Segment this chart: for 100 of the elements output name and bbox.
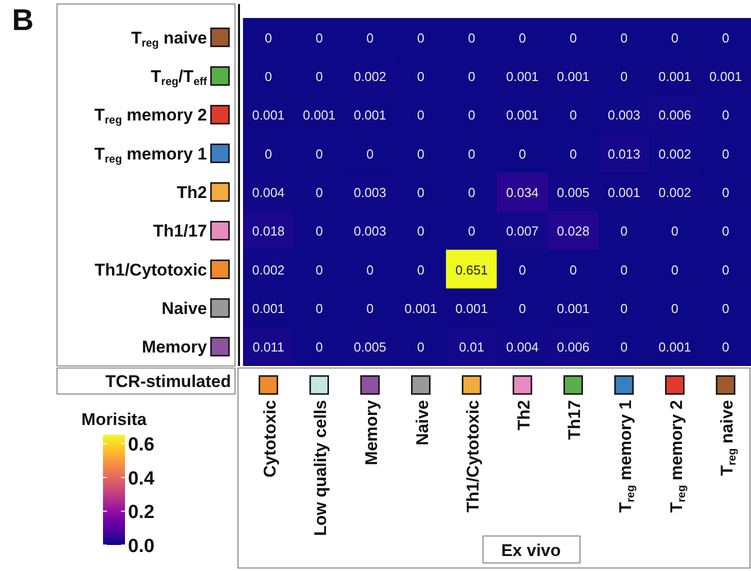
data-label: 0 [570,30,577,46]
data-label: 0 [722,340,730,355]
data-label: 0 [316,185,323,200]
data-label: 0.003 [354,185,386,200]
x-tick-label: Th1/Cytotoxic [464,400,483,512]
data-label: 0 [722,301,730,316]
color-bar-title: Morisita [81,410,148,429]
x-tick-label: Th17 [565,400,584,440]
data-label: 0 [417,146,424,162]
data-label: 0.002 [354,69,386,84]
data-label: 0 [518,301,526,316]
color-bar-label: 0.2 [128,502,154,524]
x-tick-label: Th2 [514,400,534,430]
data-label: 0.004 [252,185,285,200]
data-label: 0 [316,69,323,84]
data-label: 0 [722,185,730,200]
data-label: 0 [316,301,323,316]
data-label: 0 [620,301,628,316]
y-tick-label: T$_{reg}$ memory 1 [94,144,207,166]
y-axis-title: TCR-stimulated [105,372,231,391]
text: B [12,4,34,37]
data-label: 0 [570,262,577,278]
data-label: 0 [468,108,476,123]
data-label: 0 [620,340,628,355]
x-tick-label: Memory [362,399,381,466]
data-label: 0 [570,146,577,162]
data-label: 0 [620,224,628,239]
data-label: 0.028 [556,224,590,239]
data-label: 0 [722,262,730,278]
x-tick-label: Cytotoxic [260,400,280,478]
data-label: 0.006 [658,108,692,123]
y-tick-label: T$_{reg}$ naive [131,28,207,50]
data-label: 0 [417,262,424,278]
data-label: 0.007 [506,224,539,239]
data-label: 0 [366,262,374,278]
y-tick-label: Th1/17 [153,222,207,241]
y-tick-label: Naive [162,299,207,318]
data-label: 0 [366,301,374,316]
x-tick-label: Naive [412,400,432,446]
data-label: 0.001 [252,301,285,316]
data-label: 0 [417,30,424,46]
y-tick-label: Th2 [176,183,207,202]
data-label: 0 [518,262,526,278]
y-tick-label: T$_{reg}$ memory 2 [94,106,207,127]
data-label: 0 [620,30,628,46]
data-label: 0.003 [354,224,386,239]
data-label: 0.001 [252,108,285,123]
data-label: 0 [264,146,272,162]
data-label: 0.001 [455,301,488,316]
y-tick-label: Memory [142,338,208,357]
data-label: 0.011 [252,340,284,355]
color-bar-label: 0.0 [128,536,154,557]
data-label: 0.018 [252,224,285,239]
data-label: 0.034 [506,185,539,200]
data-label: 0.002 [658,185,692,200]
data-label: 0.001 [506,69,539,84]
data-label: 0 [722,30,730,46]
x-tick-label: Low quality cells [311,400,330,536]
data-label: 0.005 [354,340,386,355]
data-label: 0 [264,30,272,46]
data-label: 0 [671,224,678,239]
data-label: 0 [671,301,678,316]
data-label: 0 [722,224,730,239]
data-label: 0.006 [556,340,590,355]
color-bar-label: 0.6 [128,434,154,456]
data-label: 0 [518,146,526,162]
data-label: 0 [518,30,526,46]
data-label: 0 [671,262,678,278]
data-label: 0.001 [556,69,590,84]
x-axis-title: Ex vivo [501,541,561,560]
data-label: 0.001 [608,185,640,200]
data-label: 0 [366,30,374,46]
data-label: 0.001 [658,340,692,355]
data-label: 0 [620,69,628,84]
y-tick-label: T$_{reg}$/T$_{eff}$ [150,67,208,88]
data-label: 0 [468,224,476,239]
data-label: 0 [316,146,323,162]
data-label: 0.002 [252,262,285,278]
data-label: 0 [468,30,476,46]
data-label: 0 [316,340,323,355]
data-label: 0 [722,146,730,162]
data-label: 0.002 [658,146,692,162]
data-label: 0 [316,262,323,278]
data-label: 0 [366,146,374,162]
data-label: 0.001 [556,301,590,316]
data-label: 0.001 [709,69,742,84]
data-label: 0 [570,108,577,123]
data-label: 0.001 [302,108,336,123]
y-tick-label: Th1/Cytotoxic [94,260,207,280]
data-label: 0 [468,69,476,84]
data-label: 0 [722,108,730,123]
data-label: 0.005 [556,185,590,200]
data-label: 0 [417,224,424,239]
data-label: 0.003 [608,108,640,123]
data-label: 0 [316,224,323,239]
data-label: 0 [316,30,323,46]
data-label: 0 [417,69,424,84]
data-label: 0 [264,69,272,84]
data-label: 0 [671,30,678,46]
data-label: 0.001 [506,108,539,123]
